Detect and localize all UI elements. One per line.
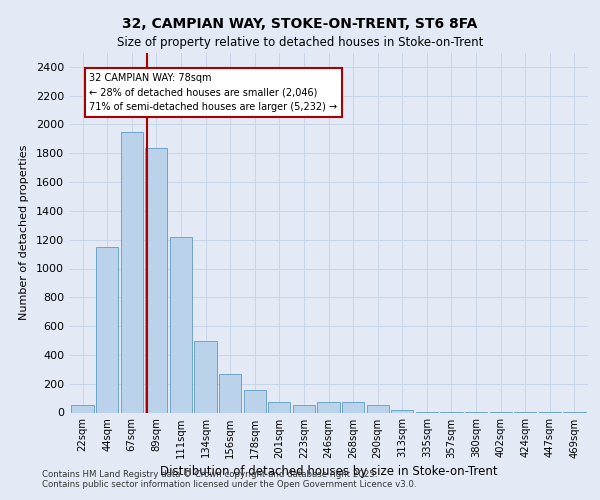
- Bar: [121, 132, 143, 412]
- Bar: [367, 404, 389, 412]
- Bar: [293, 404, 315, 412]
- Text: Contains HM Land Registry data © Crown copyright and database right 2025.
Contai: Contains HM Land Registry data © Crown c…: [42, 470, 416, 489]
- Bar: [170, 237, 192, 412]
- X-axis label: Distribution of detached houses by size in Stoke-on-Trent: Distribution of detached houses by size …: [160, 464, 497, 477]
- Text: Size of property relative to detached houses in Stoke-on-Trent: Size of property relative to detached ho…: [117, 36, 483, 49]
- Text: 32 CAMPIAN WAY: 78sqm
← 28% of detached houses are smaller (2,046)
71% of semi-d: 32 CAMPIAN WAY: 78sqm ← 28% of detached …: [89, 72, 338, 112]
- Bar: [145, 148, 167, 412]
- Y-axis label: Number of detached properties: Number of detached properties: [19, 145, 29, 320]
- Bar: [317, 402, 340, 412]
- Bar: [71, 406, 94, 412]
- Bar: [244, 390, 266, 412]
- Bar: [96, 247, 118, 412]
- Bar: [391, 410, 413, 412]
- Text: 32, CAMPIAN WAY, STOKE-ON-TRENT, ST6 8FA: 32, CAMPIAN WAY, STOKE-ON-TRENT, ST6 8FA: [122, 18, 478, 32]
- Bar: [268, 402, 290, 412]
- Bar: [342, 402, 364, 412]
- Bar: [194, 340, 217, 412]
- Bar: [219, 374, 241, 412]
